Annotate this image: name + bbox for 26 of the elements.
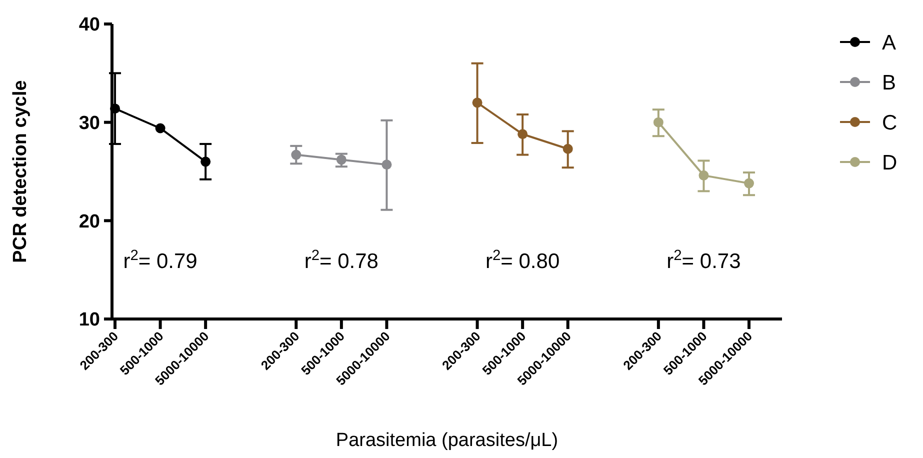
point [155, 123, 166, 134]
point [653, 117, 664, 128]
annotation: r$^{2}$= 0.80 [485, 248, 560, 273]
point [472, 98, 482, 108]
annotation: r$^{2}$= 0.78 [304, 248, 379, 273]
y-axis-title: PCR detection cycle [10, 80, 31, 263]
x-axis-title: Parasitemia (parasites/μL) [336, 430, 558, 451]
point [744, 178, 754, 188]
point [518, 129, 528, 140]
legend-label: D [882, 151, 898, 174]
legend-label: B [882, 71, 896, 94]
annotation: r$^{2}$= 0.73 [666, 248, 741, 273]
y-tick-label: 30 [78, 112, 100, 134]
point [562, 144, 573, 154]
point [698, 170, 709, 180]
point [336, 154, 346, 165]
point [382, 160, 392, 170]
annotation: r$^{2}$= 0.79 [123, 248, 198, 273]
y-tick-label: 20 [78, 211, 100, 232]
legend-label: A [882, 31, 896, 54]
legend-label: C [882, 111, 898, 134]
point [291, 150, 302, 160]
y-tick-label: 10 [78, 310, 100, 331]
y-tick-label: 40 [78, 14, 100, 36]
point [200, 156, 211, 167]
point [110, 104, 120, 114]
